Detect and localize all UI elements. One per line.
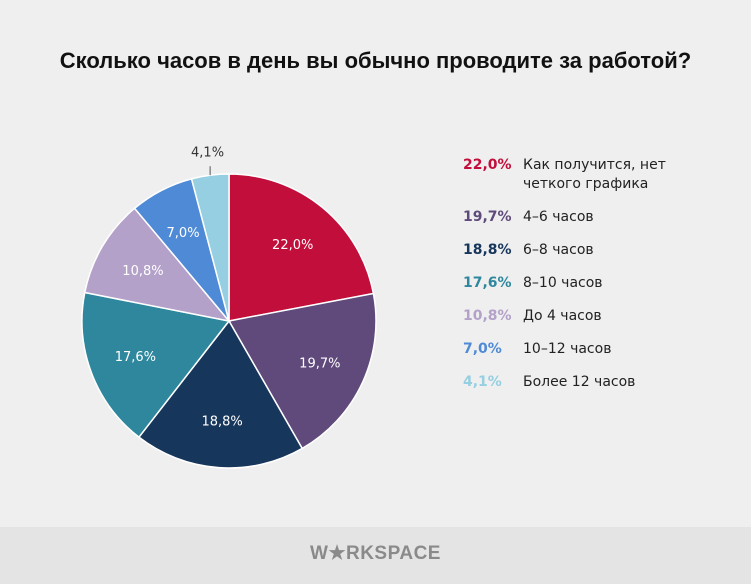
data-label: 4,1% (191, 145, 224, 160)
data-label: 18,8% (201, 415, 242, 430)
legend-percent: 4,1% (463, 374, 502, 390)
footer: W★RKSPACE (0, 527, 751, 584)
legend-percent: 18,8% (463, 242, 512, 258)
workspace-logo: W★RKSPACE (310, 543, 441, 564)
legend-percent: 10,8% (463, 308, 512, 324)
legend-label: 6–8 часов (523, 242, 594, 258)
legend-label: До 4 часов (523, 308, 602, 324)
pie-slice (81, 291, 231, 439)
legend-item: 4,1% Более 12 часов (463, 373, 743, 392)
data-label: 19,7% (299, 357, 340, 372)
pie-slice (228, 173, 375, 322)
data-label: 7,0% (167, 226, 200, 241)
legend-item: 18,8% 6–8 часов (463, 241, 743, 260)
legend-label: Как получится, нет четкого графика (523, 157, 666, 192)
legend: 22,0% Как получится, нет четкого графика 1… (463, 156, 743, 406)
legend-label: 10–12 часов (523, 341, 612, 357)
chart-title: Сколько часов в день вы обычно проводите… (59, 48, 692, 73)
legend-item: 19,7% 4–6 часов (463, 208, 743, 227)
legend-percent: 17,6% (463, 275, 512, 291)
pie-slice (227, 292, 377, 450)
pie-slice (137, 319, 304, 469)
legend-item: 17,6% 8–10 часов (463, 274, 743, 293)
legend-label: 4–6 часов (523, 209, 594, 225)
pie-chart: 22,0% 19,7% 18,8% 17,6% 10,8% 7,0% 4,1% (81, 145, 377, 469)
legend-item: 22,0% Как получится, нет четкого графика (463, 156, 743, 194)
data-label: 22,0% (272, 238, 313, 253)
pie-slice (83, 207, 231, 323)
legend-percent: 22,0% (463, 157, 512, 173)
legend-item: 10,8% До 4 часов (463, 307, 743, 326)
legend-percent: 19,7% (463, 209, 512, 225)
data-label: 17,6% (115, 350, 156, 365)
data-label: 10,8% (122, 264, 163, 279)
legend-label: 8–10 часов (523, 275, 603, 291)
legend-percent: 7,0% (463, 341, 502, 357)
legend-item: 7,0% 10–12 часов (463, 340, 743, 359)
pie-slice (190, 173, 230, 322)
legend-label: Более 12 часов (523, 374, 636, 390)
